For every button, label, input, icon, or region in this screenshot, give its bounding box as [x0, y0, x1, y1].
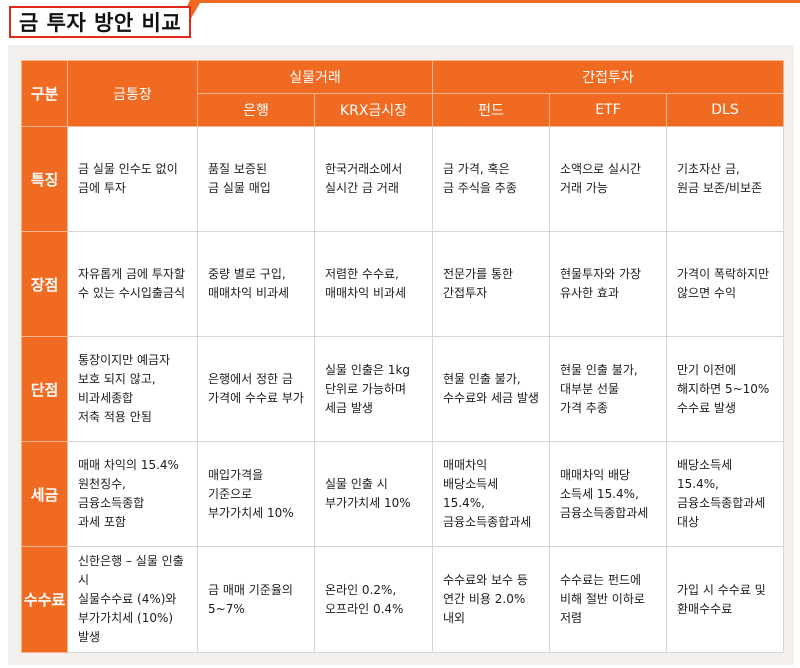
table-row: 장점 자유롭게 금에 투자할 수 있는 수시입출금식 중량 별로 구입, 매매차…: [21, 231, 784, 337]
table-cell: 소액으로 실시간 거래 가능: [549, 126, 667, 232]
table-cell: 매매차익 배당소득세 15.4%, 금융소득종합과세: [432, 441, 550, 547]
table-cell: 신한은행 – 실물 인출 시 실물수수료 (4%)와 부가가치세 (10%) 발…: [67, 546, 198, 653]
table-cell: 가격이 폭락하지만 않으면 수익: [666, 231, 784, 337]
row-label: 단점: [21, 336, 68, 442]
header-dls: DLS: [666, 93, 784, 127]
table-cell: 한국거래소에서 실시간 금 거래: [314, 126, 433, 232]
header-krx: KRX금시장: [314, 93, 433, 127]
table-cell: 은행에서 정한 금 가격에 수수료 부가: [197, 336, 315, 442]
table-row: 세금 매매 차익의 15.4% 원천징수, 금융소득종합 과세 포함 매입가격을…: [21, 441, 784, 547]
table-cell: 저렴한 수수료, 매매차익 비과세: [314, 231, 433, 337]
table-cell: 중량 별로 구입, 매매차익 비과세: [197, 231, 315, 337]
table-cell: 수수료는 펀드에 비해 절반 이하로 저렴: [549, 546, 667, 653]
table-cell: 만기 이전에 해지하면 5~10% 수수료 발생: [666, 336, 784, 442]
table-cell: 매입가격을 기준으로 부가가치세 10%: [197, 441, 315, 547]
table-cell: 품질 보증된 금 실물 매입: [197, 126, 315, 232]
header-fund: 펀드: [432, 93, 550, 127]
table-cell: 실물 인출 시 부가가치세 10%: [314, 441, 433, 547]
row-label: 수수료: [21, 546, 68, 653]
table-cell: 수수료와 보수 등 연간 비용 2.0% 내외: [432, 546, 550, 653]
table-cell: 통장이지만 예금자 보호 되지 않고, 비과세종합 저축 적용 안됨: [67, 336, 198, 442]
table-row: 특징 금 실물 인수도 없이 금에 투자 품질 보증된 금 실물 매입 한국거래…: [21, 126, 784, 232]
title-bar: 금 투자 방안 비교: [0, 0, 800, 44]
row-label: 장점: [21, 231, 68, 337]
row-label: 특징: [21, 126, 68, 232]
table-cell: 실물 인출은 1kg 단위로 가능하며 세금 발생: [314, 336, 433, 442]
table-cell: 현물 인출 불가, 수수료와 세금 발생: [432, 336, 550, 442]
page-title: 금 투자 방안 비교: [9, 6, 192, 38]
table-cell: 가입 시 수수료 및 환매수수료: [666, 546, 784, 653]
table-cell: 매매 차익의 15.4% 원천징수, 금융소득종합 과세 포함: [67, 441, 198, 547]
table-cell: 금 매매 기준율의 5~7%: [197, 546, 315, 653]
table-cell: 현물투자와 가장 유사한 효과: [549, 231, 667, 337]
header-group: 구분: [21, 60, 68, 127]
table-cell: 매매차익 배당 소득세 15.4%, 금융소득종합과세: [549, 441, 667, 547]
title-tab-shape: [174, 0, 800, 34]
table-cell: 온라인 0.2%, 오프라인 0.4%: [314, 546, 433, 653]
table-row: 단점 통장이지만 예금자 보호 되지 않고, 비과세종합 저축 적용 안됨 은행…: [21, 336, 784, 442]
row-label: 세금: [21, 441, 68, 547]
table-cell: 금 실물 인수도 없이 금에 투자: [67, 126, 198, 232]
header-gold-account: 금통장: [67, 60, 198, 127]
table-cell: 기초자산 금, 원금 보존/비보존: [666, 126, 784, 232]
table-row: 수수료 신한은행 – 실물 인출 시 실물수수료 (4%)와 부가가치세 (10…: [21, 546, 784, 653]
header-indirect: 간접투자: [432, 60, 784, 94]
table-cell: 자유롭게 금에 투자할 수 있는 수시입출금식: [67, 231, 198, 337]
table-cell: 전문가를 통한 간접투자: [432, 231, 550, 337]
table-cell: 현물 인출 불가, 대부분 선물 가격 추종: [549, 336, 667, 442]
header-bank: 은행: [197, 93, 315, 127]
table-cell: 금 가격, 혹은 금 주식을 추종: [432, 126, 550, 232]
header-physical: 실물거래: [197, 60, 433, 94]
header-etf: ETF: [549, 93, 667, 127]
comparison-table: 구분 금통장 실물거래 간접투자 은행 KRX금시장 펀드 ETF DLS 특징…: [21, 60, 784, 653]
table-cell: 배당소득세 15.4%, 금융소득종합과세 대상: [666, 441, 784, 547]
